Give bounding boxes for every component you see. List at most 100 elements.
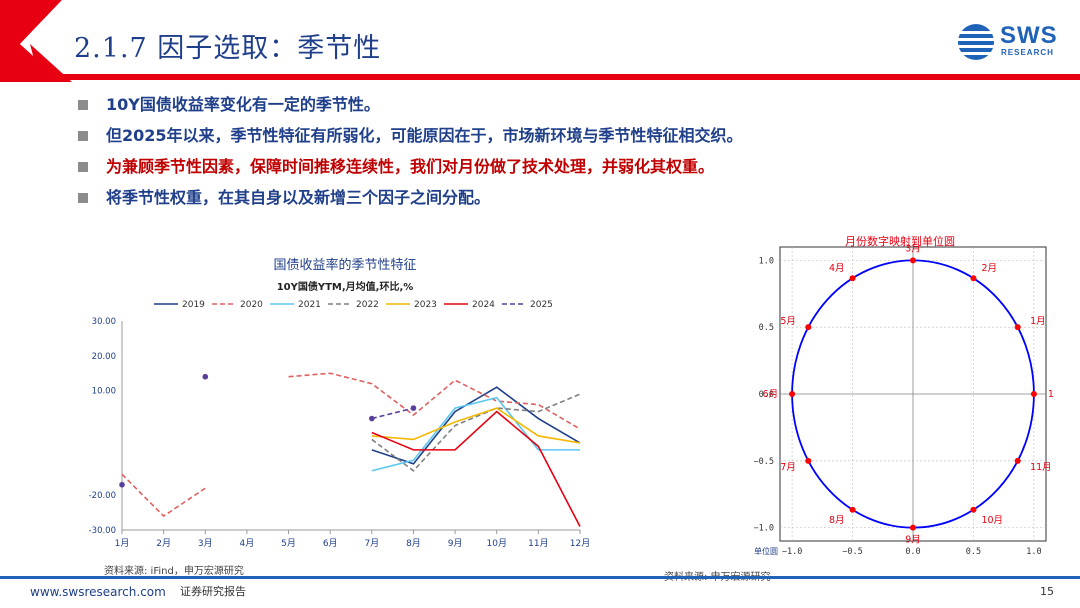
month-point-label: 1月 (1030, 316, 1046, 327)
series-line-2022 (371, 393, 581, 472)
circle-x-tick-label: 0.5 (966, 547, 981, 557)
bullet-text: 10Y国债收益率变化有一定的季节性。 (106, 95, 380, 114)
x-tick-label: 6月 (323, 538, 338, 549)
circle-y-tick-label: 1.0 (759, 256, 774, 266)
circle-x-tick-label: 1.0 (1026, 547, 1041, 557)
month-point (1014, 324, 1021, 331)
month-point (1030, 391, 1037, 397)
x-tick-label: 2月 (156, 538, 171, 549)
bullet-item: 将季节性权重，在其自身以及新增三个因子之间分配。 (78, 187, 1038, 218)
month-point (970, 275, 977, 282)
month-point (849, 506, 856, 513)
circle-y-tick-label: 0.0 (759, 390, 774, 400)
x-tick-label: 5月 (281, 538, 296, 549)
series-line-2021 (371, 396, 580, 472)
circle-y-tick-label: −1.0 (754, 524, 774, 534)
legend-label-2023: 2023 (414, 300, 437, 310)
y-tick-label: 20.00 (92, 352, 116, 362)
x-tick-label: 12月 (570, 538, 590, 549)
circle-x-tick-label: 0.0 (905, 547, 920, 557)
bullet-text: 但2025年以来，季节性特征有所弱化，可能原因在于，市场新环境与季节性特征相交织… (106, 126, 743, 145)
month-point (789, 391, 796, 397)
month-point-label: 9月 (905, 535, 921, 546)
month-point-label: 2月 (981, 263, 997, 274)
y-tick-label: 30.00 (92, 317, 116, 327)
series-line-2019 (371, 386, 581, 465)
series-line-2023 (371, 407, 581, 444)
legend-label-2024: 2024 (472, 300, 495, 310)
month-point-label: 3月 (905, 243, 921, 254)
footer-label: 证券研究报告 (180, 585, 246, 598)
circle-x-axis-label: 单位圆 (754, 546, 778, 556)
month-point-label: 4月 (829, 263, 845, 274)
seasonality-line-chart: 国债收益率的季节性特征 10Y国债YTM,月均值,环比,% 2019 2020 2021… (89, 257, 591, 549)
month-point (805, 457, 812, 464)
series-point-2025 (119, 481, 125, 488)
sws-logo: SWS RESEARCH (956, 22, 1060, 62)
header-decoration (0, 0, 1080, 82)
x-tick-label: 8月 (406, 538, 421, 549)
bullet-item: 但2025年以来，季节性特征有所弱化，可能原因在于，市场新环境与季节性特征相交织… (78, 125, 1038, 156)
month-point-label: 11月 (1030, 462, 1052, 473)
series-line-2024 (371, 410, 581, 527)
month-point-label: 6月 (763, 389, 779, 400)
month-point-label: 7月 (780, 462, 796, 473)
month-point (910, 257, 916, 264)
x-tick-label: 7月 (364, 538, 379, 549)
bullet-item: 为兼顾季节性因素，保障时间推移连续性，我们对月份做了技术处理，并弱化其权重。 (78, 156, 1038, 187)
bullet-list: 10Y国债收益率变化有一定的季节性。 但2025年以来，季节性特征有所弱化，可能… (78, 94, 1038, 218)
bullet-text: 为兼顾季节性因素，保障时间推移连续性，我们对月份做了技术处理，并弱化其权重。 (106, 157, 715, 176)
series-point-2025 (369, 415, 375, 422)
circle-y-tick-label: −0.5 (754, 457, 774, 467)
source-note-left: 资料来源: iFind，申万宏源研究 (104, 566, 244, 577)
series-point-2025 (410, 405, 417, 411)
circle-y-tick-label: 0.5 (759, 323, 774, 333)
month-point-label: 8月 (829, 515, 845, 526)
series-point-2025 (202, 373, 209, 380)
circle-chart-title: 月份数字映射到单位圆 (845, 234, 955, 248)
month-point-label: 12月 (1048, 389, 1054, 400)
y-tick-label: -20.00 (89, 491, 116, 501)
page-title: 2.1.7 因子选取：季节性 (74, 33, 382, 64)
y-tick-label: 10.00 (92, 387, 116, 397)
circle-x-tick-label: −0.5 (842, 547, 862, 557)
x-tick-label: 9月 (448, 538, 463, 549)
legend-label-2025: 2025 (530, 300, 553, 310)
month-point-label: 10月 (981, 515, 1003, 526)
legend-label-2020: 2020 (240, 300, 263, 310)
bullet-square-icon (78, 131, 88, 141)
legend-label-2022: 2022 (356, 300, 379, 310)
series-line-2025 (371, 407, 414, 420)
x-tick-label: 3月 (198, 538, 213, 549)
bullet-item: 10Y国债收益率变化有一定的季节性。 (78, 94, 1038, 125)
footer-divider (0, 576, 1080, 579)
page-number: 15 (1040, 585, 1054, 598)
legend-label-2021: 2021 (298, 300, 321, 310)
bullet-square-icon (78, 162, 88, 172)
bullet-square-icon (78, 100, 88, 110)
series-line-2020 (288, 372, 581, 430)
x-tick-label: 4月 (240, 538, 255, 549)
month-point (1014, 457, 1021, 464)
footer-url-link[interactable]: www.swsresearch.com (30, 585, 166, 599)
logo-subtext: RESEARCH (1001, 48, 1054, 57)
bullet-text: 将季节性权重，在其自身以及新增三个因子之间分配。 (106, 188, 491, 207)
circle-x-tick-label: −1.0 (782, 547, 802, 557)
month-point (910, 524, 916, 531)
month-point (970, 506, 977, 513)
header-bar: 2.1.7 因子选取：季节性 SWS RESEARCH (0, 0, 1080, 82)
y-tick-label: -30.00 (89, 526, 116, 536)
month-point (805, 324, 812, 331)
bullet-square-icon (78, 193, 88, 203)
x-tick-label: 1月 (115, 538, 130, 549)
month-point-label: 5月 (780, 316, 796, 327)
logo-globe-icon (958, 24, 994, 60)
unit-circle-chart: 月份数字映射到单位圆 1.0 0.5 0.0 −0.5 −1.0 −1.0 −0.5 0.0 0.… (754, 234, 1054, 557)
series-line-2020 (121, 473, 206, 518)
chart-title: 国债收益率的季节性特征 (273, 257, 416, 273)
month-point (849, 275, 856, 282)
x-tick-label: 10月 (487, 538, 507, 549)
legend-label-2019: 2019 (182, 300, 205, 310)
logo-text: SWS (1000, 22, 1058, 49)
chart-subtitle: 10Y国债YTM,月均值,环比,% (277, 280, 414, 293)
